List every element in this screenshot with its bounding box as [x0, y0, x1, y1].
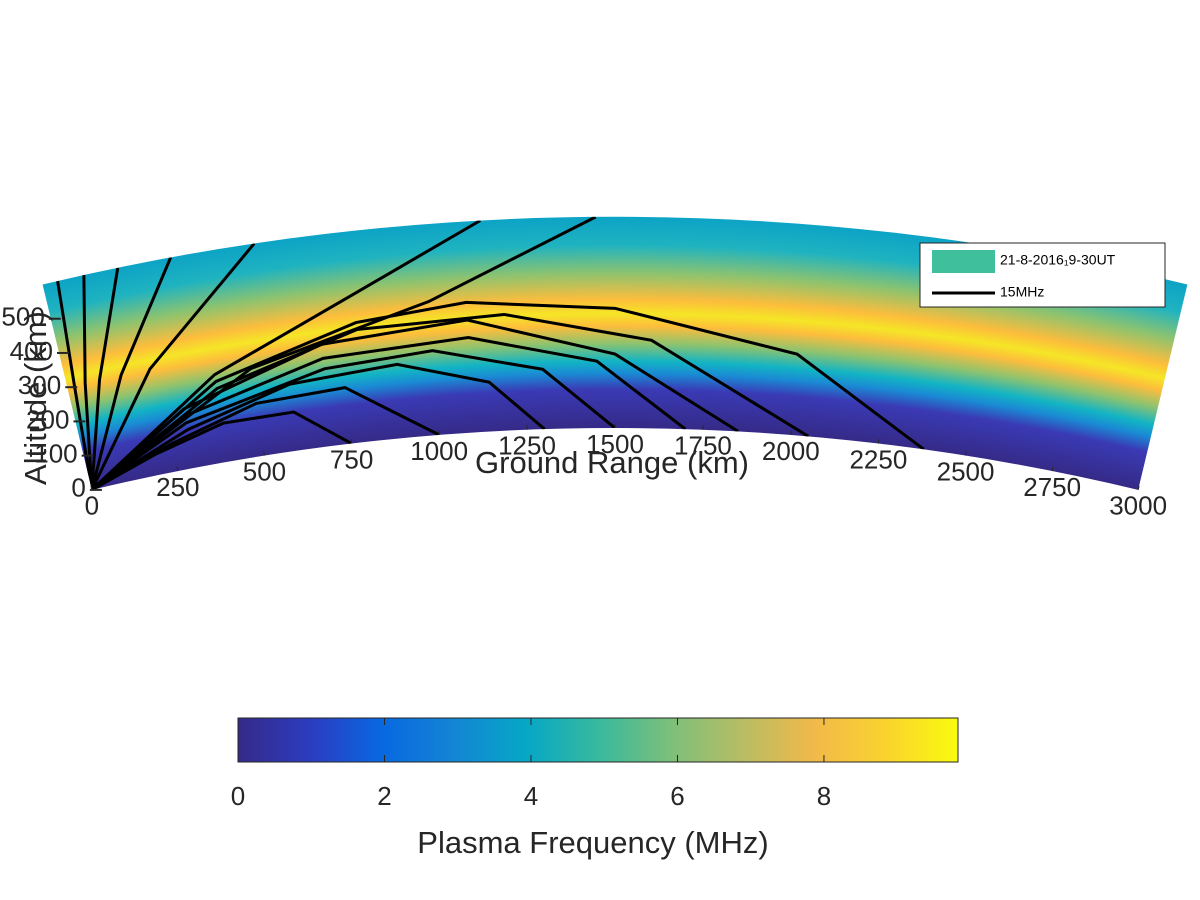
x-tick	[1137, 485, 1140, 490]
x-tick-label: 2500	[937, 456, 995, 486]
x-tick-label: 2750	[1023, 472, 1081, 502]
ray	[90, 267, 120, 490]
colorbar-tick-label: 0	[231, 781, 245, 811]
x-tick-label: 250	[156, 472, 199, 502]
ray	[90, 318, 739, 490]
y-tick-label: 100	[34, 439, 77, 469]
y-axis-label: Altitude (km)	[18, 311, 53, 485]
ray	[91, 362, 546, 490]
ray	[90, 300, 925, 490]
x-tick-label: 2000	[762, 436, 820, 466]
y-tick-label: 500	[1, 302, 44, 332]
x-tick-label: 1750	[674, 431, 732, 461]
y-tick-label: 300	[18, 370, 61, 400]
legend-label: 15MHz	[1000, 284, 1044, 300]
ray	[90, 256, 173, 490]
ray	[90, 242, 256, 490]
x-tick-label: 1500	[586, 429, 644, 459]
x-tick-label: 500	[243, 456, 286, 486]
ray	[90, 216, 597, 490]
colorbar-tick-label: 6	[670, 781, 684, 811]
colorbar-label: Plasma Frequency (MHz)	[417, 825, 768, 860]
x-tick-label: 0	[85, 491, 99, 521]
rays	[56, 216, 925, 490]
x-tick-label: 2250	[849, 444, 907, 474]
x-tick-label: 750	[330, 444, 373, 474]
x-tick-label: 1000	[410, 436, 468, 466]
x-axis-label: Ground Range (km)	[475, 445, 749, 480]
x-tick-label: 3000	[1109, 491, 1167, 521]
colorbar-tick-label: 4	[524, 781, 538, 811]
y-tick-label: 0	[71, 473, 85, 503]
colorbar-ramp	[237, 717, 959, 763]
ray	[91, 410, 353, 490]
x-tick	[965, 451, 967, 456]
ray	[90, 312, 810, 490]
x-tick-label: 1250	[498, 431, 556, 461]
x-tick	[263, 451, 265, 456]
ray	[90, 349, 616, 490]
x-tick	[1051, 466, 1054, 472]
y-tick-label: 200	[26, 404, 69, 434]
legend-label: 21-8-2016₁9-30UT	[1000, 252, 1116, 268]
ray	[90, 219, 482, 490]
legend-swatch	[932, 250, 995, 273]
colorbar-tick-label: 2	[377, 781, 391, 811]
legend: 21-8-2016₁9-30UT 15MHz	[919, 242, 1166, 308]
y-tick-label: 400	[10, 336, 53, 366]
colorbar-tick-label: 8	[817, 781, 831, 811]
x-tick	[176, 466, 179, 472]
ray	[90, 336, 687, 490]
ray	[82, 274, 94, 490]
colorbar: Plasma Frequency (MHz) 0 2 4 6 8	[231, 717, 959, 860]
